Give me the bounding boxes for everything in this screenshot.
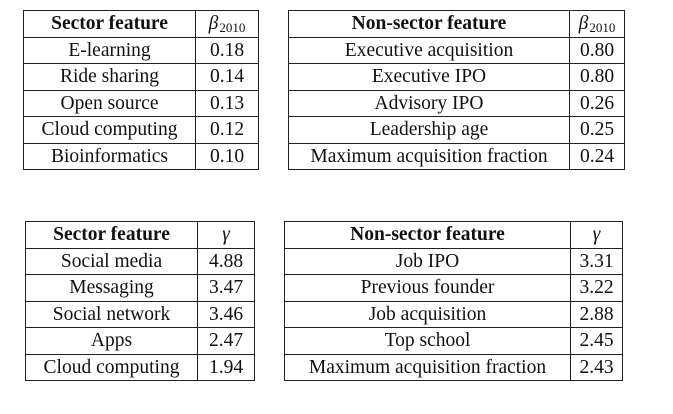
feature-cell: Cloud computing [23,116,196,144]
coefficient-symbol: β [208,12,219,34]
feature-cell: Maximum acquisition fraction [288,142,570,170]
sector-feature-gamma-table: Sector feature γ Social media 4.88 Messa… [25,221,255,381]
table-header-row: Non-sector feature β2010 [288,10,625,38]
column-header-feature: Non-sector feature [284,221,571,249]
table-row: Maximum acquisition fraction 0.24 [288,142,625,170]
table-row: Maximum acquisition fraction 2.43 [284,353,623,381]
table-row: Executive IPO 0.80 [288,63,625,91]
non-sector-feature-gamma-table: Non-sector feature γ Job IPO 3.31 Previo… [284,221,623,381]
feature-cell: Advisory IPO [288,89,570,117]
table-row: Leadership age 0.25 [288,116,625,144]
value-cell: 0.25 [569,116,625,144]
table-row: E-learning 0.18 [23,36,259,64]
value-cell: 0.18 [195,36,259,64]
value-cell: 3.46 [197,300,255,328]
column-header-feature: Sector feature [23,10,196,38]
column-header-feature: Sector feature [25,221,198,249]
feature-cell: Leadership age [288,116,570,144]
table-row: Job acquisition 2.88 [284,300,623,328]
feature-cell: Executive acquisition [288,36,570,64]
feature-cell: Executive IPO [288,63,570,91]
table-row: Cloud computing 1.94 [25,353,255,381]
table-row: Job IPO 3.31 [284,247,623,275]
non-sector-feature-beta-table: Non-sector feature β2010 Executive acqui… [288,10,625,170]
table-row: Advisory IPO 0.26 [288,89,625,117]
feature-cell: Top school [284,327,571,355]
value-cell: 0.24 [569,142,625,170]
table-row: Previous founder 3.22 [284,274,623,302]
feature-cell: Apps [25,327,198,355]
table-header-row: Non-sector feature γ [284,221,623,249]
coefficient-symbol: β [578,12,589,34]
value-cell: 0.26 [569,89,625,117]
table-row: Ride sharing 0.14 [23,63,259,91]
table-row: Apps 2.47 [25,327,255,355]
feature-cell: Ride sharing [23,63,196,91]
column-header-coefficient: γ [197,221,255,249]
feature-cell: Messaging [25,274,198,302]
feature-cell: Social media [25,247,198,275]
value-cell: 0.14 [195,63,259,91]
value-cell: 0.12 [195,116,259,144]
table-header-row: Sector feature γ [25,221,255,249]
value-cell: 2.45 [570,327,623,355]
value-cell: 0.80 [569,36,625,64]
value-cell: 3.31 [570,247,623,275]
column-header-coefficient: β2010 [569,10,625,38]
column-header-feature: Non-sector feature [288,10,570,38]
feature-cell: Bioinformatics [23,142,196,170]
feature-cell: Social network [25,300,198,328]
feature-cell: E-learning [23,36,196,64]
table-row: Cloud computing 0.12 [23,116,259,144]
table-row: Open source 0.13 [23,89,259,117]
table-row: Social network 3.46 [25,300,255,328]
table-row: Bioinformatics 0.10 [23,142,259,170]
table-header-row: Sector feature β2010 [23,10,259,38]
feature-cell: Cloud computing [25,353,198,381]
value-cell: 4.88 [197,247,255,275]
table-row: Executive acquisition 0.80 [288,36,625,64]
coefficient-subscript: 2010 [219,19,246,35]
feature-cell: Open source [23,89,196,117]
feature-cell: Job acquisition [284,300,571,328]
value-cell: 3.22 [570,274,623,302]
value-cell: 1.94 [197,353,255,381]
value-cell: 2.47 [197,327,255,355]
column-header-coefficient: γ [570,221,623,249]
value-cell: 2.43 [570,353,623,381]
value-cell: 0.10 [195,142,259,170]
value-cell: 2.88 [570,300,623,328]
feature-cell: Previous founder [284,274,571,302]
table-row: Top school 2.45 [284,327,623,355]
feature-cell: Maximum acquisition fraction [284,353,571,381]
value-cell: 0.80 [569,63,625,91]
sector-feature-beta-table: Sector feature β2010 E-learning 0.18 Rid… [23,10,259,170]
table-row: Messaging 3.47 [25,274,255,302]
feature-cell: Job IPO [284,247,571,275]
coefficient-subscript: 2010 [589,19,616,35]
column-header-coefficient: β2010 [195,10,259,38]
value-cell: 0.13 [195,89,259,117]
table-row: Social media 4.88 [25,247,255,275]
value-cell: 3.47 [197,274,255,302]
